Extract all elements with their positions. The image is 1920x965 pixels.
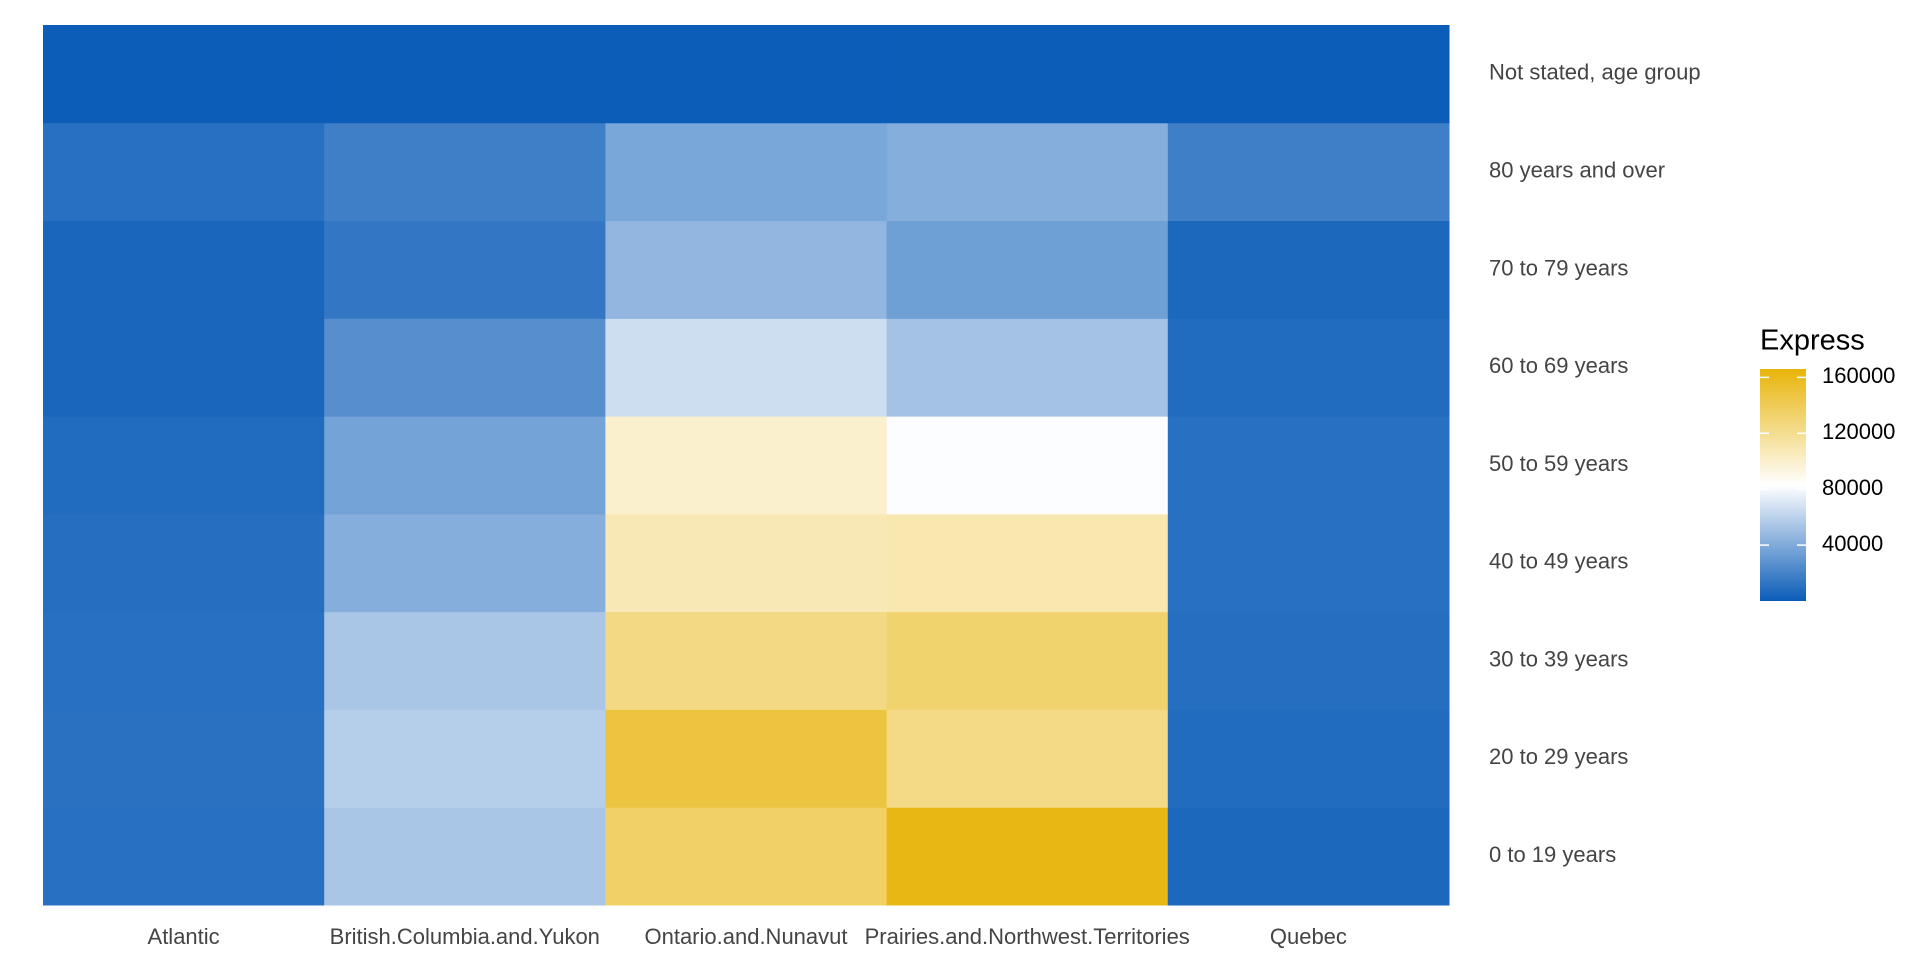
heat-cell <box>43 513 325 613</box>
y-tick-label: 80 years and over <box>1489 157 1665 182</box>
x-tick-label: Prairies.and.Northwest.Territories <box>865 924 1190 949</box>
heat-cell <box>1167 25 1450 124</box>
colorbar <box>1760 369 1806 601</box>
heat-cell <box>324 416 606 515</box>
heat-cell <box>324 318 606 417</box>
y-tick-label: 30 to 39 years <box>1489 646 1628 671</box>
heat-cell <box>1167 416 1450 515</box>
heat-cell <box>1167 807 1450 906</box>
heat-cell <box>886 318 1169 417</box>
heat-cell <box>324 25 606 124</box>
heat-cell <box>605 513 888 613</box>
heat-cell <box>886 25 1169 124</box>
heat-cell <box>1167 709 1450 808</box>
y-tick-label: 20 to 29 years <box>1489 744 1628 769</box>
heat-cell <box>886 807 1169 906</box>
heat-cell <box>605 122 888 222</box>
heat-cell <box>43 416 325 515</box>
heat-cell <box>324 513 606 613</box>
heat-cell <box>886 513 1169 613</box>
heat-cell <box>43 122 325 222</box>
x-tick-label: Quebec <box>1270 924 1347 949</box>
heat-cell <box>605 709 888 808</box>
heat-cell <box>1167 220 1450 319</box>
colorbar-tick-label: 40000 <box>1822 531 1883 556</box>
heat-cell <box>886 122 1169 222</box>
y-tick-label: 40 to 49 years <box>1489 549 1628 574</box>
heat-cell <box>605 220 888 319</box>
heat-cell <box>605 807 888 906</box>
heat-cell <box>605 416 888 515</box>
heat-cell <box>324 807 606 906</box>
legend-title: Express <box>1760 325 1865 357</box>
y-tick-label: 70 to 79 years <box>1489 255 1628 280</box>
heat-cell <box>605 318 888 417</box>
heat-cell <box>886 709 1169 808</box>
heat-cell <box>43 709 325 808</box>
colorbar-tick-label: 120000 <box>1822 419 1895 444</box>
heat-cell <box>886 611 1169 710</box>
x-tick-label: British.Columbia.and.Yukon <box>330 924 600 949</box>
heat-cell <box>43 318 325 417</box>
heat-cell <box>43 25 325 124</box>
heat-cell <box>1167 122 1450 222</box>
heat-cell <box>886 416 1169 515</box>
y-tick-label: 50 to 59 years <box>1489 451 1628 476</box>
heat-cell <box>605 611 888 710</box>
colorbar-tick-label: 160000 <box>1822 363 1895 388</box>
heat-cell <box>1167 513 1450 613</box>
heat-cell <box>324 220 606 319</box>
x-tick-label: Ontario.and.Nunavut <box>644 924 847 949</box>
heat-cell <box>43 807 325 906</box>
heat-cell <box>1167 318 1450 417</box>
heat-cell <box>43 611 325 710</box>
heat-cell <box>43 220 325 319</box>
colorbar-tick-label: 80000 <box>1822 475 1883 500</box>
heat-cell <box>605 25 888 124</box>
heat-cell <box>1167 611 1450 710</box>
y-tick-label: Not stated, age group <box>1489 60 1701 85</box>
heat-cell <box>886 220 1169 319</box>
heat-cell <box>324 709 606 808</box>
y-tick-label: 60 to 69 years <box>1489 353 1628 378</box>
x-tick-label: Atlantic <box>148 924 220 949</box>
heat-cell <box>324 611 606 710</box>
y-tick-label: 0 to 19 years <box>1489 842 1616 867</box>
heat-cell <box>324 122 606 222</box>
